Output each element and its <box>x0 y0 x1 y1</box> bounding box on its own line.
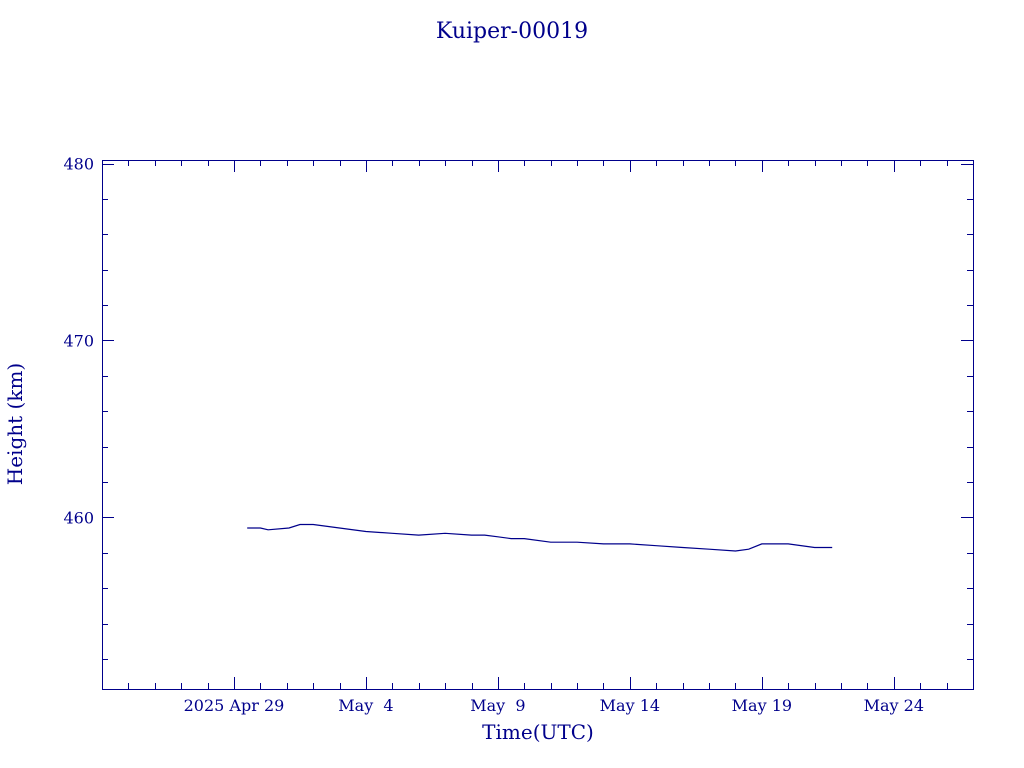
x-tick-label: May 24 <box>864 696 924 715</box>
x-axis-ticks: 2025 Apr 29 May 4 May 9 May 14 May 19 May 24 <box>128 160 948 715</box>
x-tick-label: May 14 <box>600 696 660 715</box>
y-axis-label: Height (km) <box>3 363 27 485</box>
chart-title: Kuiper-00019 <box>436 19 588 44</box>
series-line-0 <box>247 523 833 552</box>
x-axis-label: Time(UTC) <box>482 720 594 744</box>
y-tick-label: 480 <box>63 155 94 174</box>
y-axis-ticks: 460 470 480 <box>63 155 973 660</box>
y-tick-label: 470 <box>63 331 94 350</box>
y-tick-label: 460 <box>63 508 94 527</box>
plot-frame <box>102 160 974 690</box>
x-tick-label: May 19 <box>732 696 792 715</box>
x-tick-label: May 9 <box>470 696 525 715</box>
series-layer <box>247 523 833 552</box>
x-tick-label: May 4 <box>338 696 393 715</box>
x-tick-label: 2025 Apr 29 <box>184 696 285 715</box>
